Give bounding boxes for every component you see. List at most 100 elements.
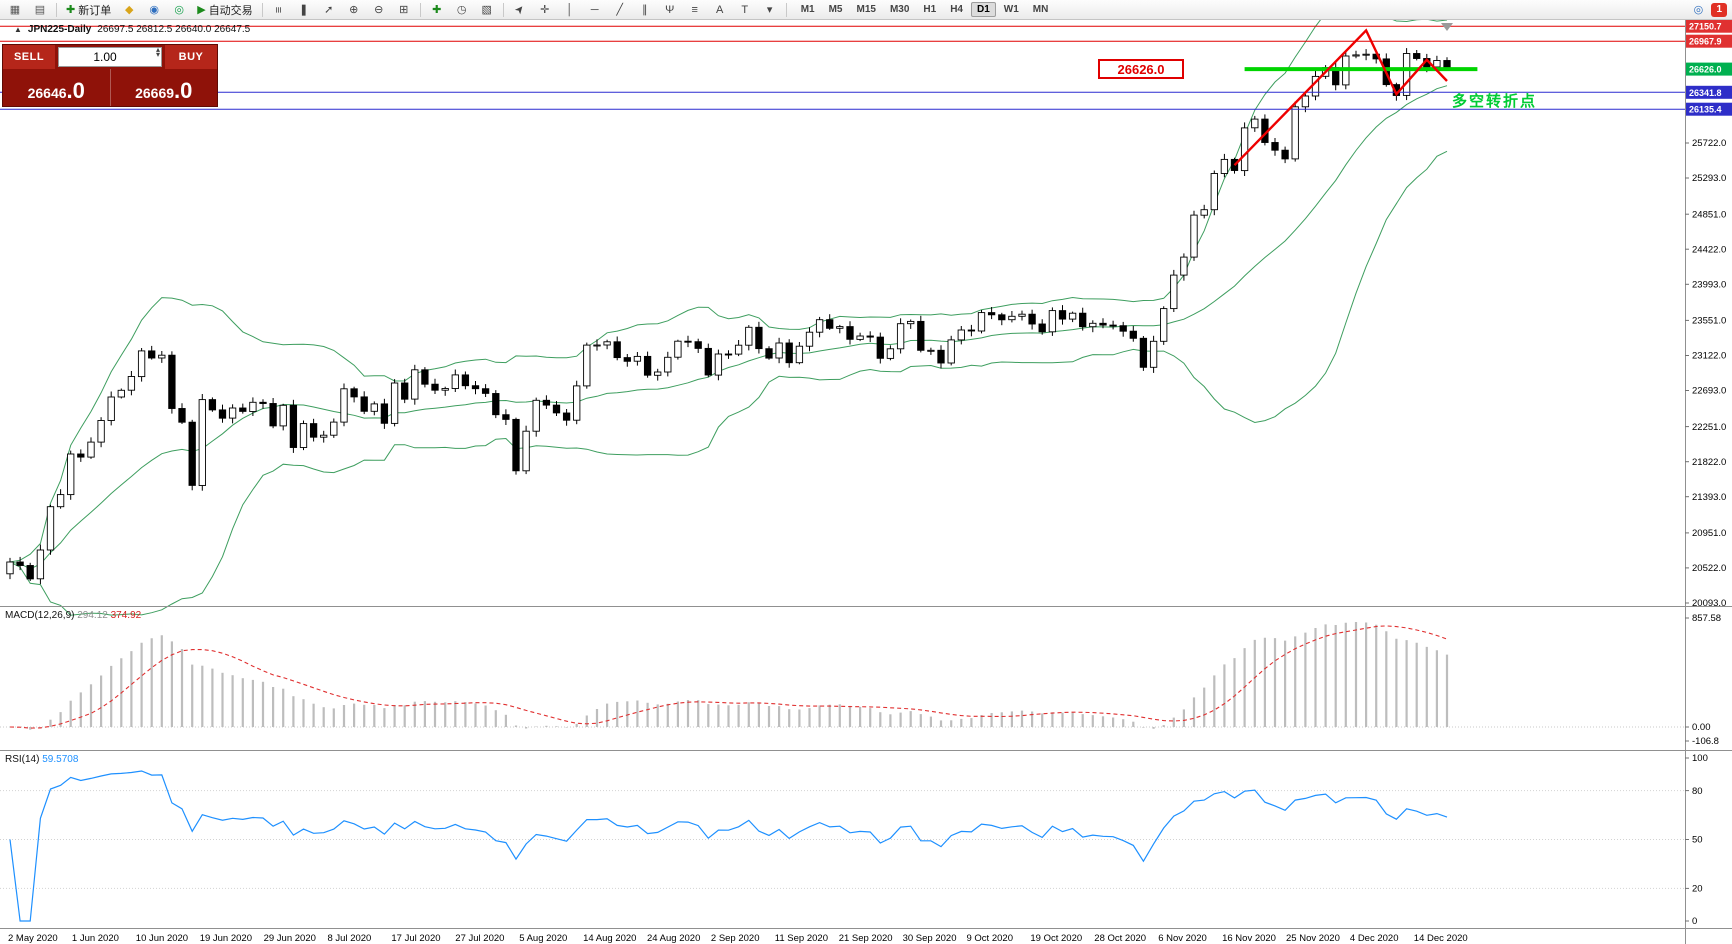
cursor-icon[interactable]: ➤ xyxy=(512,2,528,18)
text-tool-icon[interactable]: A xyxy=(716,3,724,16)
svg-text:9 Oct 2020: 9 Oct 2020 xyxy=(967,933,1013,944)
timeframe-m30[interactable]: M30 xyxy=(889,4,910,15)
macd-indicator-label: MACD(12,26,9) 294.12 374.92 xyxy=(5,610,141,621)
volume-input[interactable] xyxy=(59,49,161,65)
svg-text:29 Jun 2020: 29 Jun 2020 xyxy=(264,933,316,944)
collapse-arrow-icon[interactable]: ▲ xyxy=(14,25,22,34)
rsi-value: 59.5708 xyxy=(42,754,79,765)
symbol-title: JPN225-Daily xyxy=(27,24,92,35)
autotrading-button[interactable]: ▶ 自动交易 xyxy=(192,1,257,19)
svg-text:26967.9: 26967.9 xyxy=(1689,37,1722,47)
sell-price-frac: .0 xyxy=(66,78,85,104)
ohlc-readout: 26697.5 26812.5 26640.0 26647.5 xyxy=(97,24,251,35)
grid-icon[interactable]: ⊞ xyxy=(399,4,409,16)
macd-main-value: 294.12 xyxy=(77,610,108,621)
horizontal-line-icon[interactable]: ─ xyxy=(590,3,599,16)
svg-text:21822.0: 21822.0 xyxy=(1692,457,1726,468)
timeframe-h1[interactable]: H1 xyxy=(923,4,937,15)
bar-chart-icon[interactable]: ≡ xyxy=(272,6,285,13)
zoom-out-icon[interactable]: ⊖ xyxy=(374,4,384,16)
svg-text:80: 80 xyxy=(1692,786,1703,797)
svg-text:857.58: 857.58 xyxy=(1692,613,1721,624)
plus-icon: ✚ xyxy=(66,4,76,16)
svg-text:26626.0: 26626.0 xyxy=(1689,65,1722,75)
svg-text:30 Sep 2020: 30 Sep 2020 xyxy=(903,933,957,944)
autotrading-label: 自动交易 xyxy=(208,4,253,17)
svg-text:19 Oct 2020: 19 Oct 2020 xyxy=(1030,933,1082,944)
svg-text:50: 50 xyxy=(1692,835,1703,846)
timeframe-w1[interactable]: W1 xyxy=(1003,4,1019,15)
svg-text:20: 20 xyxy=(1692,884,1703,895)
svg-text:14 Aug 2020: 14 Aug 2020 xyxy=(583,933,636,944)
turning-point-annotation[interactable]: 多空转折点 xyxy=(1452,93,1538,110)
timeframe-m1[interactable]: M1 xyxy=(800,4,815,15)
svg-text:20951.0: 20951.0 xyxy=(1692,528,1726,539)
timeframe-m5[interactable]: M5 xyxy=(828,4,843,15)
svg-text:26135.4: 26135.4 xyxy=(1689,105,1722,115)
templates-icon[interactable]: ▧ xyxy=(481,4,492,16)
svg-text:-106.8: -106.8 xyxy=(1692,736,1719,747)
chart-symbol-ohlc: ▲ JPN225-Daily 26697.5 26812.5 26640.0 2… xyxy=(14,24,250,35)
svg-text:25722.0: 25722.0 xyxy=(1692,138,1726,149)
strategy-tester-icon[interactable]: ◎ xyxy=(174,4,185,16)
vertical-line-icon[interactable]: │ xyxy=(566,3,574,16)
pitchfork-icon[interactable]: Ψ xyxy=(665,3,675,16)
fibonacci-icon[interactable]: ≡ xyxy=(691,3,698,16)
trendline-icon[interactable]: ╱ xyxy=(616,4,623,16)
timeframe-mn[interactable]: MN xyxy=(1032,4,1049,15)
buy-price[interactable]: 26669 .0 xyxy=(111,69,218,106)
svg-text:2 Sep 2020: 2 Sep 2020 xyxy=(711,933,760,944)
svg-text:27 Jul 2020: 27 Jul 2020 xyxy=(455,933,504,944)
zoom-in-icon[interactable]: ⊕ xyxy=(349,4,359,16)
svg-text:17 Jul 2020: 17 Jul 2020 xyxy=(391,933,440,944)
timeframe-m15[interactable]: M15 xyxy=(856,4,876,15)
price-divider xyxy=(109,69,111,106)
macd-name: MACD(12,26,9) xyxy=(5,610,75,621)
svg-text:24 Aug 2020: 24 Aug 2020 xyxy=(647,933,700,944)
profiles-icon[interactable]: ▤ xyxy=(34,4,46,16)
periods-icon[interactable]: ◷ xyxy=(456,4,467,16)
svg-text:6 Nov 2020: 6 Nov 2020 xyxy=(1158,933,1207,944)
svg-text:0: 0 xyxy=(1692,916,1697,927)
play-icon: ▶ xyxy=(197,4,206,16)
svg-text:100: 100 xyxy=(1692,753,1708,764)
rsi-name: RSI(14) xyxy=(5,754,40,765)
arrows-tool-icon[interactable]: ▾ xyxy=(766,4,773,16)
channel-icon[interactable]: ∥ xyxy=(641,4,648,16)
price-level-label[interactable]: 26626.0 xyxy=(1098,59,1184,79)
new-order-button[interactable]: ✚ 新订单 xyxy=(61,1,116,19)
search-icon[interactable]: ◎ xyxy=(1693,4,1704,16)
crosshair-icon[interactable]: ✛ xyxy=(540,4,550,16)
svg-text:25 Nov 2020: 25 Nov 2020 xyxy=(1286,933,1340,944)
volume-stepper: ▴ ▾ xyxy=(155,45,160,59)
new-chart-icon[interactable]: ▦ xyxy=(9,4,21,16)
buy-button[interactable]: BUY xyxy=(165,45,217,69)
svg-text:24422.0: 24422.0 xyxy=(1692,244,1726,255)
svg-text:26341.8: 26341.8 xyxy=(1689,88,1722,98)
svg-text:23551.0: 23551.0 xyxy=(1692,316,1726,327)
svg-text:14 Dec 2020: 14 Dec 2020 xyxy=(1414,933,1468,944)
svg-text:23993.0: 23993.0 xyxy=(1692,280,1726,291)
volume-stepper-up[interactable]: ▴ xyxy=(155,45,160,54)
svg-text:2 May 2020: 2 May 2020 xyxy=(8,933,58,944)
svg-text:19 Jun 2020: 19 Jun 2020 xyxy=(200,933,252,944)
line-chart-icon[interactable]: ➚ xyxy=(324,4,334,16)
candlestick-chart-icon[interactable]: ❚ xyxy=(299,4,309,16)
indicators-icon[interactable]: ✚ xyxy=(432,4,442,16)
history-center-icon[interactable]: ◉ xyxy=(149,4,160,16)
volume-stepper-down[interactable]: ▾ xyxy=(155,49,160,59)
timeframe-h4[interactable]: H4 xyxy=(950,4,963,15)
timeframe-d1[interactable]: D1 xyxy=(971,2,996,17)
sell-button[interactable]: SELL xyxy=(3,45,55,69)
svg-text:16 Nov 2020: 16 Nov 2020 xyxy=(1222,933,1276,944)
label-tool-icon[interactable]: T xyxy=(741,3,749,16)
svg-text:28 Oct 2020: 28 Oct 2020 xyxy=(1094,933,1146,944)
svg-text:22251.0: 22251.0 xyxy=(1692,422,1726,433)
svg-text:10 Jun 2020: 10 Jun 2020 xyxy=(136,933,188,944)
notification-badge[interactable]: 1 xyxy=(1711,2,1727,17)
sell-price[interactable]: 26646 .0 xyxy=(3,69,110,106)
buy-price-main: 26669 xyxy=(135,85,175,101)
metaeditor-icon[interactable]: ◆ xyxy=(124,4,134,16)
main-toolbar: ▦ ▤ ✚ 新订单 ◆ ◉ ◎ ▶ 自动交易 ≡ ❚ ➚ ⊕ ⊖ ⊞ ✚ ◷ ▧… xyxy=(0,0,1732,20)
